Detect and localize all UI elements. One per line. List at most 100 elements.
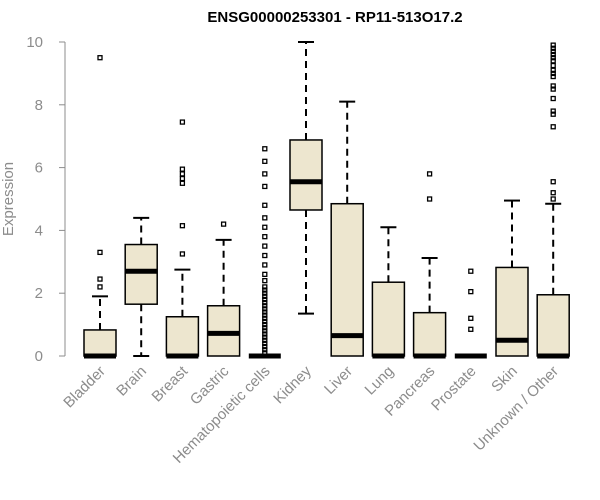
outlier-point [468,326,474,332]
plot-area [83,41,570,359]
box-body [165,316,200,357]
outlier-point [262,293,268,299]
y-tick-label: 0 [35,348,43,365]
outlier-point [550,73,556,80]
x-category-label: Skin [488,363,521,396]
outlier-point [550,111,556,117]
y-tick-label: 8 [35,97,43,114]
outlier-point [262,321,268,328]
y-axis-label: Expression [0,162,17,236]
box-pancreas [412,171,447,359]
outlier-point [262,318,268,325]
x-category-label: Kidney [270,362,315,407]
outlier-point [550,196,556,202]
outlier-point [262,331,268,337]
outlier-point [550,62,556,69]
outlier-point [468,268,474,274]
outlier-point [262,347,268,353]
box-body [289,139,323,211]
outlier-point [550,124,556,130]
box-body [412,311,447,357]
outlier-point [426,171,433,177]
outlier-point [179,119,186,125]
outlier-point [262,325,268,331]
outlier-point [179,251,186,257]
outlier-point [262,296,268,303]
y-tick-label: 4 [35,222,43,239]
outlier-point [97,276,103,282]
outlier-point [262,299,268,306]
outlier-point [262,183,268,190]
y-tick-label: 2 [35,285,43,302]
outlier-point [550,42,556,48]
outlier-point [262,340,268,347]
outlier-point [550,83,556,89]
box-body [371,281,406,357]
x-category-label: Breast [149,362,192,405]
box-hematopoietic-cells [248,146,281,359]
x-category-label: Prostate [428,363,480,415]
y-tick-label: 10 [26,34,43,51]
box-lung [371,226,406,359]
outlier-point [262,337,268,343]
outlier-point [262,224,268,230]
outlier-point [550,70,556,77]
outlier-point [262,343,268,350]
outlier-point [262,350,268,356]
outlier-point [262,328,268,334]
outlier-point [262,287,268,293]
box-prostate [454,268,487,359]
box-brain [124,216,158,357]
outlier-point [468,288,474,295]
outlier-point [426,196,433,202]
outlier-point [262,312,268,318]
box-breast [165,119,200,359]
y-tick-label: 6 [35,160,43,177]
box-body [536,294,570,357]
outlier-point [179,166,186,172]
outlier-point [262,202,268,208]
outlier-point [550,86,556,92]
outlier-point [262,277,268,284]
box-body [330,202,364,357]
outlier-point [262,234,268,240]
outlier-point [262,290,268,296]
outlier-point [550,108,556,114]
outlier-point [179,175,186,182]
box-unknown-other [536,42,570,359]
outlier-point [97,284,103,290]
box-liver [330,100,364,357]
outlier-point [550,48,556,55]
box-skin [495,199,529,357]
outlier-point [97,55,103,61]
outlier-point [262,309,268,315]
outlier-point [262,262,268,268]
outlier-point [550,179,556,185]
x-category-label: Lung [362,363,398,399]
outlier-point [262,306,268,312]
outlier-point [262,146,268,152]
box-body [206,305,241,357]
outlier-point [550,67,556,73]
outlier-point [262,271,268,278]
outlier-point [179,180,186,186]
outlier-point [550,190,556,196]
box-gastric [206,221,241,357]
outlier-point [262,243,268,249]
outlier-point [220,221,227,227]
x-category-label: Liver [321,363,356,398]
outlier-point [262,215,268,221]
outlier-point [550,58,556,64]
outlier-point [262,315,268,321]
outlier-point [468,315,474,321]
outlier-point [262,171,268,177]
x-category-label: Brain [113,363,150,400]
outlier-point [262,284,268,290]
y-axis: 0 2 4 6 8 10 [26,34,66,365]
outlier-point [550,95,556,102]
outlier-point [262,158,268,164]
outlier-point [550,51,556,58]
